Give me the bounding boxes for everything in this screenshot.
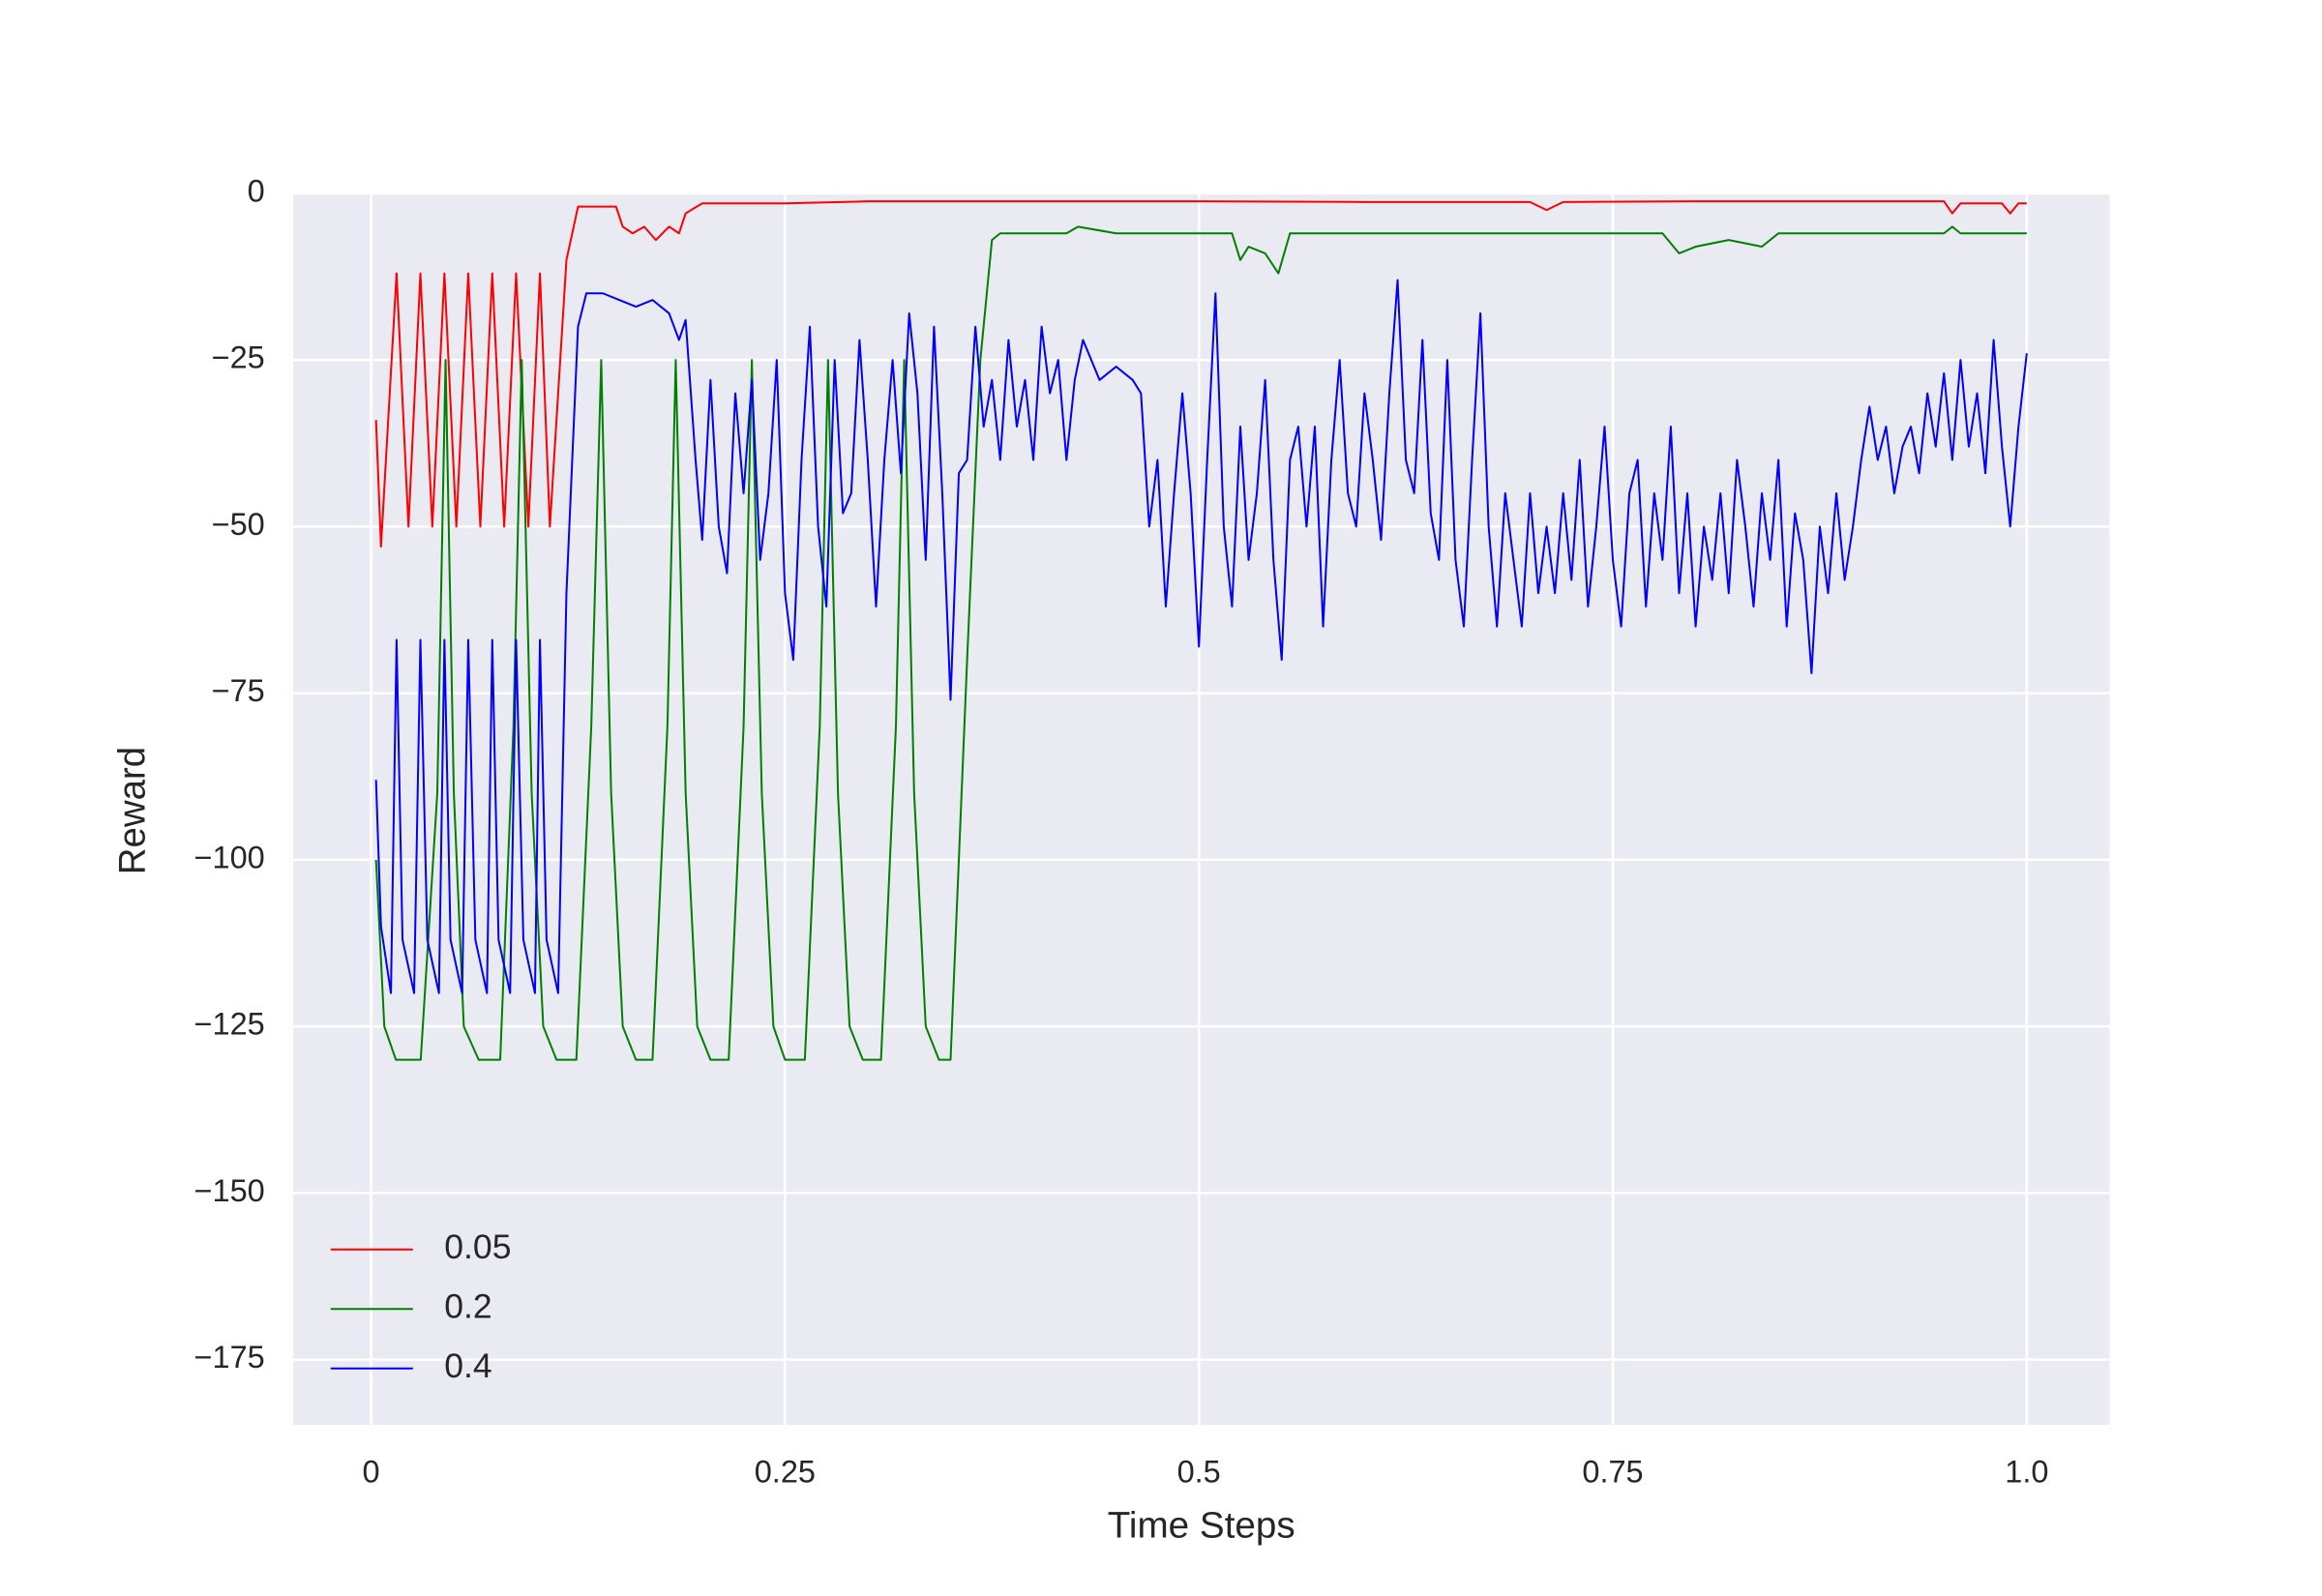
series-line [374, 200, 2027, 548]
y-tick-label: −50 [212, 507, 265, 542]
x-tick-label: 0.25 [755, 1455, 816, 1490]
series-line [374, 279, 2028, 994]
legend-label: 0.05 [444, 1227, 511, 1266]
y-tick-label: 0 [248, 174, 265, 209]
y-axis-label: Reward [111, 747, 153, 874]
y-tick-label: −100 [194, 841, 265, 875]
x-tick-label: 0.75 [1582, 1455, 1643, 1490]
x-tick-label: 0.5 [1177, 1455, 1221, 1490]
x-tick-label: 1.0 [2005, 1455, 2048, 1490]
y-tick-label: −175 [194, 1340, 265, 1374]
plot-area [293, 192, 2110, 1426]
legend-label: 0.2 [444, 1287, 491, 1326]
legend-label: 0.4 [444, 1346, 491, 1385]
y-tick-label: −25 [212, 340, 265, 375]
y-tick-label: −75 [212, 673, 265, 708]
y-tick-label: −125 [194, 1007, 265, 1042]
x-tick-label: 0 [362, 1455, 379, 1490]
x-axis-label: Time Steps [1108, 1505, 1295, 1547]
y-tick-label: −150 [194, 1173, 265, 1208]
series-line [374, 225, 2027, 1061]
